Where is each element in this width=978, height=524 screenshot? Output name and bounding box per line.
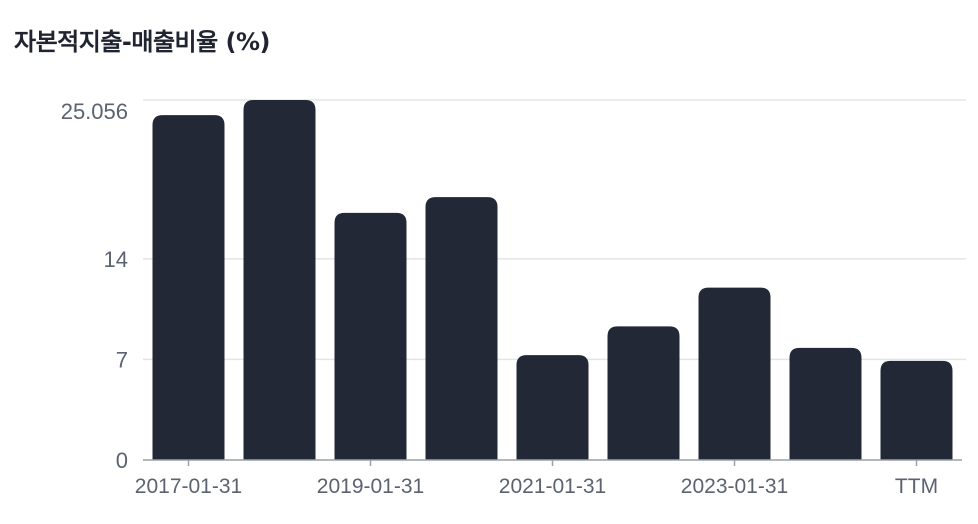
y-tick-label: 14	[104, 247, 128, 272]
y-tick-label: 7	[116, 347, 128, 372]
y-tick-labels: 0 7 14 25.056	[61, 99, 128, 473]
x-tick-label: 2023-01-31	[681, 475, 788, 498]
bar-2021-01-31[interactable]	[516, 355, 589, 460]
bar-TTM[interactable]	[880, 360, 953, 460]
bar-2019-01-31[interactable]	[334, 212, 407, 460]
bar-2022-01-31[interactable]	[607, 326, 680, 460]
x-tick-labels: 2017-01-31 2019-01-31 2021-01-31 2023-01-31…	[135, 475, 938, 498]
bar-2020-01-31[interactable]	[425, 197, 498, 460]
y-tick-label: 25.056	[61, 99, 128, 124]
x-tick-label: 2021-01-31	[499, 475, 606, 498]
bar-2017-01-31[interactable]	[152, 115, 225, 460]
bar-2024-01-31[interactable]	[789, 347, 862, 460]
y-tick-label: 0	[116, 448, 128, 473]
x-tick-label: TTM	[895, 475, 938, 498]
bars	[152, 100, 953, 460]
x-tick-label: 2017-01-31	[135, 475, 242, 498]
chart-title: 자본적지출-매출비율 (%)	[14, 28, 271, 56]
bar-2018-01-31[interactable]	[243, 100, 316, 460]
bar-2023-01-31[interactable]	[698, 287, 771, 460]
x-tick-label: 2019-01-31	[317, 475, 424, 498]
x-axis	[143, 459, 962, 466]
